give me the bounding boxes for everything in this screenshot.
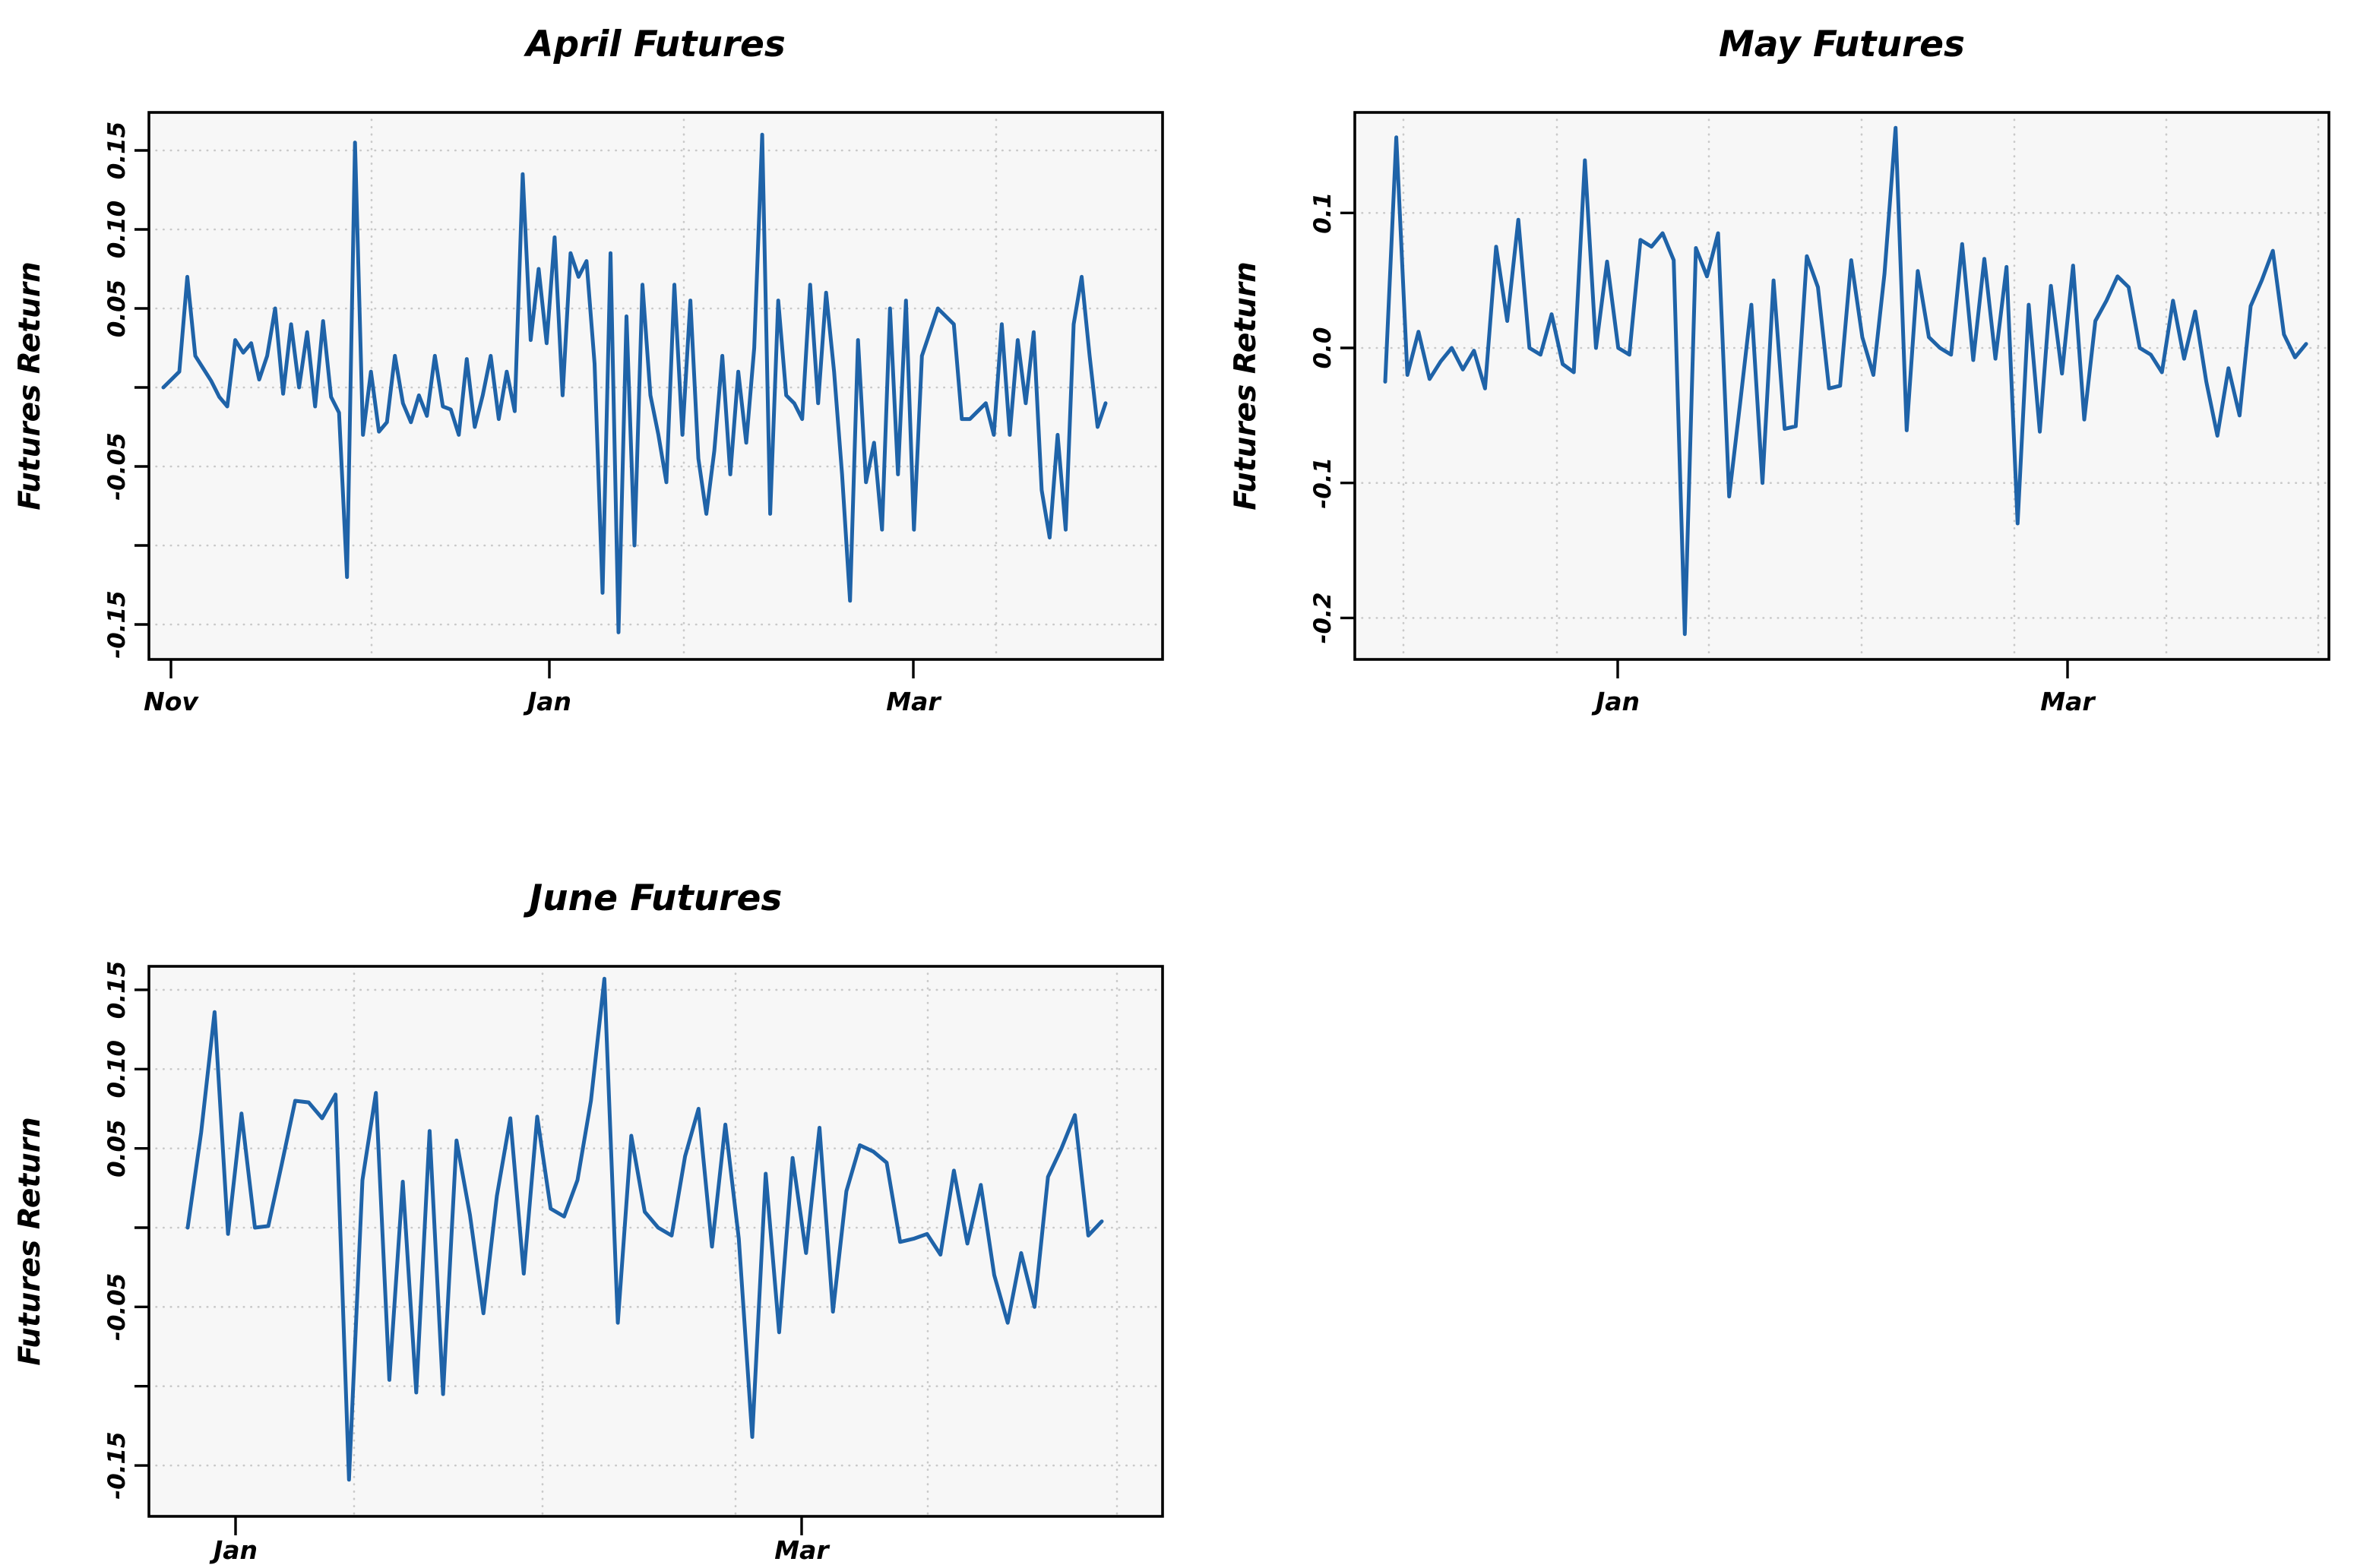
chart-april: 0.15 0.10 0.05 -0.05 -0.15 Nov Jan Mar April Fut… <box>13 24 1164 716</box>
x-tick-label: Jan <box>1591 687 1640 716</box>
y-tick-label: -0.05 <box>103 432 131 500</box>
x-tick-label: Jan <box>209 1535 258 1565</box>
series-line <box>185 976 1104 1482</box>
series-line <box>1383 125 2308 637</box>
y-tick-label: -0.05 <box>103 1273 131 1341</box>
chart-title: June Futures <box>524 877 783 919</box>
x-tick-label: Mar <box>886 687 941 716</box>
y-tick-label: 0.10 <box>103 201 131 259</box>
x-tick-label: Mar <box>2040 687 2096 716</box>
chart-june: 0.15 0.10 0.05 -0.05 -0.15 Jan Mar June Futures… <box>13 877 1164 1565</box>
y-tick-label: -0.15 <box>103 590 131 658</box>
y-tick-label: 0.10 <box>103 1040 131 1099</box>
x-tick-label: Mar <box>774 1535 830 1565</box>
y-tick-label: 0.1 <box>1309 192 1337 234</box>
y-tick-label: -0.2 <box>1309 593 1337 644</box>
plot-box <box>147 111 1164 661</box>
y-axis-title: Futures Return <box>1229 261 1263 511</box>
y-tick-label: 0.05 <box>103 1119 131 1178</box>
x-tick-label: Nov <box>144 687 199 716</box>
y-axis-title: Futures Return <box>13 1117 47 1366</box>
plot-panel <box>149 966 1163 1516</box>
y-tick-label: -0.15 <box>103 1431 131 1499</box>
chart-may: 0.1 0.0 -0.1 -0.2 Jan Mar May Futures Futures R… <box>1229 24 2330 716</box>
y-axis-title: Futures Return <box>13 261 47 511</box>
y-tick-label: 0.15 <box>103 122 131 180</box>
series-line <box>161 132 1108 634</box>
y-tick-label: 0.0 <box>1309 327 1337 369</box>
y-tick-label: 0.05 <box>103 280 131 338</box>
chart-title: April Futures <box>523 24 786 65</box>
y-tick-label: 0.15 <box>103 961 131 1020</box>
plot-box <box>147 965 1164 1518</box>
plot-box <box>1353 111 2330 661</box>
x-tick-label: Jan <box>523 687 571 716</box>
y-tick-label: -0.1 <box>1309 457 1337 509</box>
chart-title: May Futures <box>1719 24 1965 65</box>
